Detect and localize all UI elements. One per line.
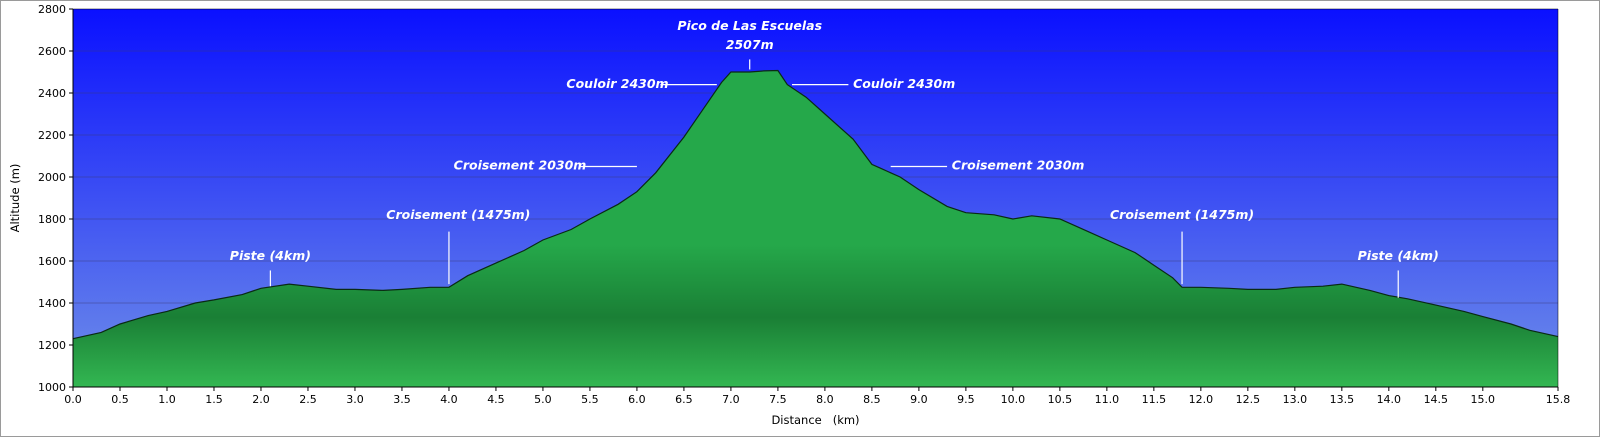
x-tick-label: 3.0 <box>346 393 364 406</box>
elevation-area <box>73 70 1558 387</box>
x-tick-label: 0.5 <box>111 393 129 406</box>
x-tick-label: 4.5 <box>487 393 505 406</box>
y-tick-label: 1200 <box>38 339 66 352</box>
x-tick-label: 15.8 <box>1546 393 1571 406</box>
x-tick-label: 7.0 <box>722 393 740 406</box>
x-tick-label: 6.5 <box>675 393 693 406</box>
x-tick-label: 8.5 <box>863 393 881 406</box>
y-tick-label: 2800 <box>38 3 66 16</box>
x-tick-label: 9.5 <box>957 393 975 406</box>
x-tick-label: 5.0 <box>534 393 552 406</box>
annotation-label: Croisement 2030m <box>952 158 1085 173</box>
y-tick-label: 2600 <box>38 45 66 58</box>
x-tick-label: 10.0 <box>1001 393 1026 406</box>
elevation-outline <box>72 69 1559 340</box>
x-tick-label: 9.0 <box>910 393 928 406</box>
x-tick-label: 4.0 <box>440 393 458 406</box>
y-tick-label: 2400 <box>38 87 66 100</box>
x-axis-title: Distance (km) <box>771 413 859 427</box>
annotation-label: Couloir 2430m <box>566 76 668 91</box>
annotation-label: Croisement (1475m) <box>1110 207 1254 222</box>
annotation-label: Couloir 2430m <box>853 76 955 91</box>
x-tick-label: 13.5 <box>1330 393 1355 406</box>
x-tick-label: 8.0 <box>816 393 834 406</box>
x-tick-label: 12.0 <box>1189 393 1214 406</box>
x-tick-label: 0.0 <box>64 393 82 406</box>
annotation-label: Piste (4km) <box>230 248 311 263</box>
x-tick-label: 13.0 <box>1283 393 1308 406</box>
annotation-label: Piste (4km) <box>1358 248 1439 263</box>
x-tick-label: 3.5 <box>393 393 411 406</box>
x-tick-label: 1.0 <box>158 393 176 406</box>
annotation-label: 2507m <box>726 37 774 52</box>
annotation-label: Croisement 2030m <box>454 158 587 173</box>
x-tick-label: 11.5 <box>1142 393 1167 406</box>
x-tick-label: 14.0 <box>1377 393 1402 406</box>
annotation-label: Pico de Las Escuelas <box>677 18 822 33</box>
y-tick-label: 1400 <box>38 297 66 310</box>
x-tick-label: 12.5 <box>1236 393 1261 406</box>
x-tick-label: 14.5 <box>1424 393 1449 406</box>
y-tick-label: 1800 <box>38 213 66 226</box>
y-tick-label: 2000 <box>38 171 66 184</box>
x-tick-label: 10.5 <box>1048 393 1073 406</box>
x-tick-label: 5.5 <box>581 393 599 406</box>
x-tick-label: 6.0 <box>628 393 646 406</box>
annotations: Pico de Las Escuelas 2507m Couloir 2430m Co… <box>230 18 1439 298</box>
elevation-area-layer <box>72 69 1559 387</box>
x-tick-label: 2.5 <box>299 393 317 406</box>
y-tick-label: 2200 <box>38 129 66 142</box>
annotation-label: Croisement (1475m) <box>386 207 530 222</box>
y-axis-title: Altitude (m) <box>8 164 22 233</box>
y-tick-label: 1600 <box>38 255 66 268</box>
x-tick-label: 2.0 <box>252 393 270 406</box>
y-tick-label: 1000 <box>38 381 66 394</box>
x-tick-label: 1.5 <box>205 393 223 406</box>
x-tick-label: 11.0 <box>1095 393 1120 406</box>
x-tick-label: 7.5 <box>769 393 787 406</box>
axes: 1000 1200 1400 1600 1800 2000 2200 2400 2600 2800… <box>38 3 1570 406</box>
x-tick-label: 15.0 <box>1471 393 1496 406</box>
